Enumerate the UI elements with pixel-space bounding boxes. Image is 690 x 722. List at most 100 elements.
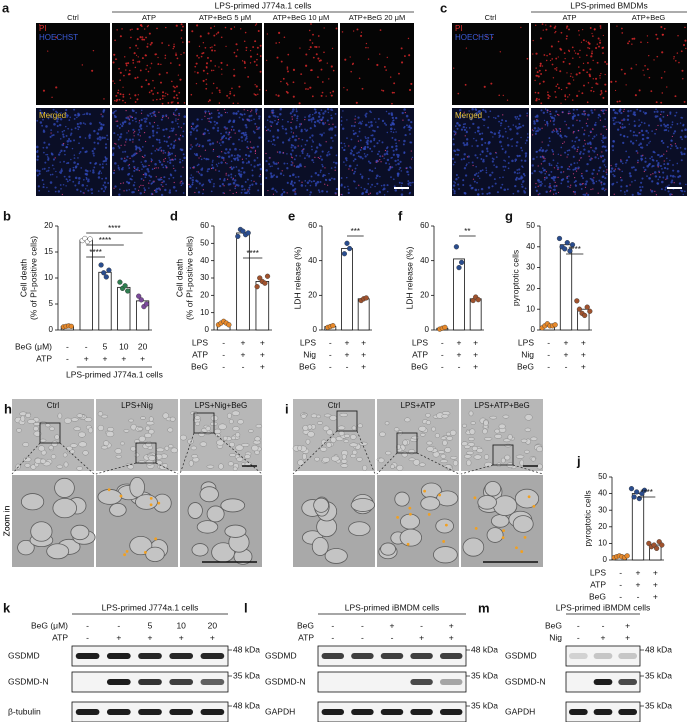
nucleus-dot	[196, 143, 199, 145]
cell-dot	[61, 193, 63, 196]
nucleus-dot	[668, 184, 670, 186]
cell-dot	[133, 135, 135, 137]
cell	[426, 440, 433, 446]
cell	[305, 438, 311, 445]
nucleus-dot	[639, 142, 643, 145]
nucleus-dot	[319, 171, 322, 173]
nucleus-dot	[115, 116, 117, 118]
nucleus-dot	[141, 163, 144, 166]
nucleus-dot	[173, 114, 176, 116]
condition-value: +	[625, 620, 630, 630]
cell-dot	[140, 23, 143, 26]
nucleus-dot	[671, 121, 674, 123]
cell-dot	[567, 96, 569, 98]
cell-dot	[162, 91, 165, 94]
cell-dot	[125, 64, 128, 67]
nucleus-dot	[520, 175, 523, 178]
nucleus-dot	[481, 132, 484, 135]
nucleus-dot	[211, 164, 214, 166]
nucleus-dot	[644, 168, 647, 172]
cell	[446, 431, 451, 437]
nucleus-dot	[122, 151, 124, 153]
cell-dot	[656, 37, 659, 40]
cell-dot	[119, 79, 121, 81]
nucleus-dot	[335, 154, 338, 157]
cell-dot	[576, 149, 579, 151]
cell	[232, 426, 240, 432]
blot-band	[380, 653, 404, 659]
cell-dot	[198, 56, 200, 59]
nucleus-dot	[636, 108, 639, 111]
cell-dot	[620, 176, 622, 179]
cell-dot	[130, 36, 132, 39]
nucleus-dot	[480, 138, 484, 141]
nucleus-dot	[589, 130, 592, 133]
nucleus-dot	[128, 122, 131, 125]
nucleus-dot	[226, 162, 228, 165]
condition-value: +	[653, 579, 658, 589]
marker-star	[523, 536, 527, 539]
cell-dot	[247, 119, 249, 121]
cell-dot	[542, 80, 545, 83]
nucleus-dot	[363, 153, 366, 155]
nucleus-dot	[169, 130, 171, 132]
nucleus-dot	[180, 175, 183, 178]
cell	[536, 446, 543, 453]
cell-dot	[592, 59, 594, 62]
nucleus-dot	[368, 126, 371, 129]
nucleus-dot	[498, 134, 502, 137]
condition-value: -	[361, 620, 364, 630]
cell-dot	[142, 184, 144, 187]
nucleus-dot	[392, 153, 396, 156]
nucleus-dot	[471, 145, 473, 147]
nucleus-dot	[172, 176, 175, 179]
nucleus-dot	[142, 165, 145, 168]
cell	[351, 425, 357, 431]
nucleus-dot	[482, 118, 484, 120]
nucleus-dot	[546, 122, 549, 125]
data-point	[631, 494, 637, 500]
cell-dot	[125, 141, 127, 143]
cell-dot	[572, 131, 575, 133]
nucleus-dot	[525, 139, 528, 142]
nucleus-dot	[602, 134, 605, 137]
bar	[341, 248, 353, 331]
nucleus-dot	[468, 110, 470, 112]
nucleus-dot	[56, 120, 59, 123]
nucleus-dot	[346, 119, 348, 121]
cell-dot	[548, 53, 551, 55]
nucleus-dot	[397, 159, 399, 161]
nucleus-dot	[168, 177, 171, 180]
cell-dot	[404, 55, 406, 57]
cell	[62, 452, 68, 458]
nucleus-dot	[289, 137, 291, 140]
cell	[220, 498, 246, 513]
nucleus-dot	[223, 152, 226, 154]
nucleus-dot	[270, 140, 272, 143]
cell-dot	[643, 170, 645, 173]
cell-dot	[229, 90, 231, 93]
condition-value: -	[441, 337, 444, 347]
nucleus-dot	[52, 134, 55, 137]
cell-dot	[577, 52, 580, 55]
cell-dot	[235, 55, 238, 58]
nucleus-dot	[167, 161, 169, 163]
data-point	[68, 323, 74, 329]
nucleus-dot	[270, 109, 274, 112]
nucleus-dot	[395, 142, 398, 145]
cell-dot	[572, 173, 575, 175]
nucleus-dot	[253, 118, 255, 121]
nucleus-dot	[209, 180, 212, 184]
nucleus-dot	[405, 114, 409, 118]
nucleus-dot	[554, 114, 556, 117]
nucleus-dot	[487, 126, 490, 129]
nucleus-dot	[101, 136, 104, 140]
nucleus-dot	[306, 189, 309, 192]
cell-dot	[55, 86, 58, 89]
cell-dot	[131, 116, 134, 119]
cell-dot	[173, 96, 176, 99]
cell-dot	[172, 85, 175, 88]
nucleus-dot	[312, 161, 315, 164]
nucleus-dot	[493, 116, 495, 119]
nucleus-dot	[526, 112, 529, 115]
